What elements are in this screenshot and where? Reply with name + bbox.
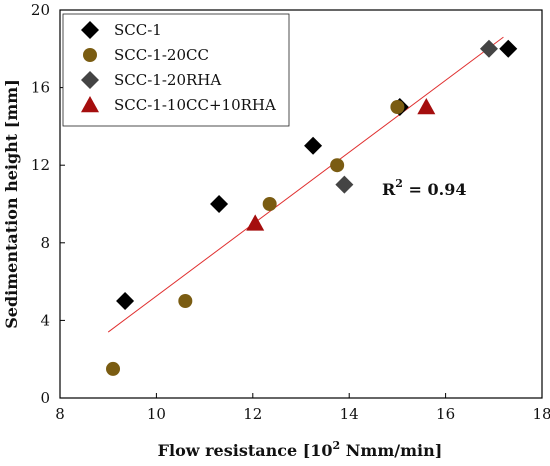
- point-scc-1-20rha: [479, 39, 498, 58]
- legend-marker-scc-1: [81, 21, 99, 39]
- point-scc-1: [210, 195, 229, 213]
- legend: SCC-1 SCC-1-20CC SCC-1-20RHA SCC-1-10CC+10R…: [62, 13, 290, 127]
- point-scc-1-20cc: [390, 100, 405, 114]
- y-tick-label: 4: [40, 311, 50, 329]
- x-axis-title-superscript: 2: [333, 439, 341, 452]
- x-axis-title-main: Flow resistance [10: [158, 441, 333, 460]
- x-tick-label: 16: [436, 405, 455, 423]
- legend-label-scc-1-10cc-10rha: SCC-1-10CC+10RHA: [114, 96, 276, 114]
- point-scc-1-20cc: [106, 361, 121, 376]
- legend-marker-scc-1-20rha: [81, 71, 99, 89]
- legend-label-scc-1-20cc: SCC-1-20CC: [114, 46, 209, 64]
- point-scc-1-20cc: [178, 294, 193, 308]
- point-scc-1-10cc-10rha: [417, 98, 436, 115]
- point-scc-1: [116, 292, 135, 310]
- x-tick-label: 14: [340, 405, 359, 423]
- point-scc-1-20cc: [262, 197, 277, 211]
- data-points: [106, 39, 518, 376]
- plot-area-frame: [59, 9, 543, 399]
- y-axis-title: Sedimentation height [mm]: [2, 79, 21, 329]
- y-tick-label: 0: [40, 389, 50, 407]
- point-scc-1: [499, 39, 518, 58]
- x-axis-title: Flow resistance [102 Nmm/min]: [158, 439, 443, 460]
- x-axis-title-tail: Nmm/min]: [340, 441, 442, 460]
- r-squared-value: = 0.94: [403, 180, 467, 199]
- point-scc-1-20rha: [335, 175, 354, 194]
- x-tick-label: 10: [147, 405, 166, 423]
- legend-marker-scc-1-20cc: [83, 48, 97, 62]
- point-scc-1: [304, 136, 323, 155]
- r-squared-annotation: R2 = 0.94: [382, 177, 466, 199]
- x-tick-label: 18: [532, 405, 550, 423]
- y-axis-ticks: 0 4 8 12 16 20: [31, 1, 65, 407]
- y-tick-label: 12: [31, 156, 50, 174]
- y-tick-label: 20: [31, 1, 50, 19]
- y-tick-label: 16: [31, 79, 50, 97]
- point-scc-1-20cc: [330, 158, 345, 173]
- x-axis-ticks: 8 10 12 14 16 18: [55, 393, 550, 423]
- x-tick-label: 12: [243, 405, 262, 423]
- r-squared-label: R: [382, 180, 396, 199]
- x-tick-label: 8: [55, 405, 65, 423]
- legend-label-scc-1-20rha: SCC-1-20RHA: [114, 71, 221, 89]
- point-scc-1-10cc-10rha: [246, 214, 265, 231]
- y-tick-label: 8: [40, 234, 50, 252]
- trendline: [107, 36, 504, 333]
- r-squared-superscript: 2: [395, 177, 403, 190]
- legend-marker-scc-1-10cc-10rha: [81, 96, 99, 113]
- legend-label-scc-1: SCC-1: [114, 21, 162, 39]
- legend-box: [62, 13, 290, 127]
